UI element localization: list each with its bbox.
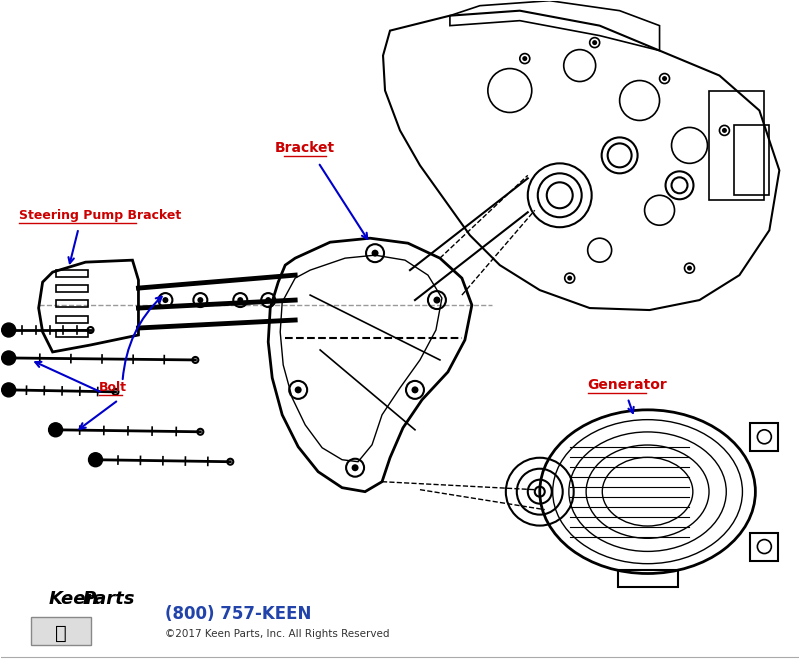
Text: Bolt: Bolt <box>98 382 126 394</box>
Bar <box>750 423 778 451</box>
Text: Generator: Generator <box>588 378 667 392</box>
Circle shape <box>565 273 574 283</box>
Text: ©2017 Keen Parts, Inc. All Rights Reserved: ©2017 Keen Parts, Inc. All Rights Reserv… <box>166 629 390 639</box>
Circle shape <box>722 128 727 133</box>
Circle shape <box>662 76 667 81</box>
Circle shape <box>685 263 694 273</box>
Circle shape <box>567 276 572 280</box>
Bar <box>30 617 90 645</box>
Circle shape <box>592 40 597 45</box>
Bar <box>618 569 678 587</box>
Circle shape <box>351 464 358 472</box>
Circle shape <box>687 266 692 270</box>
Circle shape <box>2 351 16 365</box>
Bar <box>55 300 87 307</box>
Circle shape <box>162 297 169 303</box>
Circle shape <box>2 383 16 397</box>
Text: Keen: Keen <box>49 591 99 609</box>
Circle shape <box>434 296 441 304</box>
Text: (800) 757-KEEN: (800) 757-KEEN <box>166 605 312 623</box>
Text: 🚗: 🚗 <box>54 624 66 643</box>
Circle shape <box>89 453 102 467</box>
Circle shape <box>411 386 418 394</box>
Bar <box>55 330 87 337</box>
Bar <box>55 285 87 292</box>
Circle shape <box>371 250 378 256</box>
Circle shape <box>49 423 62 437</box>
Circle shape <box>522 56 527 61</box>
Circle shape <box>719 125 730 135</box>
Bar <box>55 270 87 277</box>
Circle shape <box>238 297 243 303</box>
Bar <box>750 533 778 561</box>
Circle shape <box>520 53 530 63</box>
Bar <box>734 125 770 195</box>
Circle shape <box>294 386 302 394</box>
Circle shape <box>2 323 16 337</box>
Text: Bracket: Bracket <box>275 141 335 155</box>
Circle shape <box>590 37 600 47</box>
Text: Parts: Parts <box>82 591 135 609</box>
Circle shape <box>198 297 203 303</box>
Bar <box>55 316 87 323</box>
Circle shape <box>266 297 271 303</box>
Text: Steering Pump Bracket: Steering Pump Bracket <box>18 208 181 222</box>
Bar <box>710 91 764 200</box>
Circle shape <box>659 73 670 83</box>
